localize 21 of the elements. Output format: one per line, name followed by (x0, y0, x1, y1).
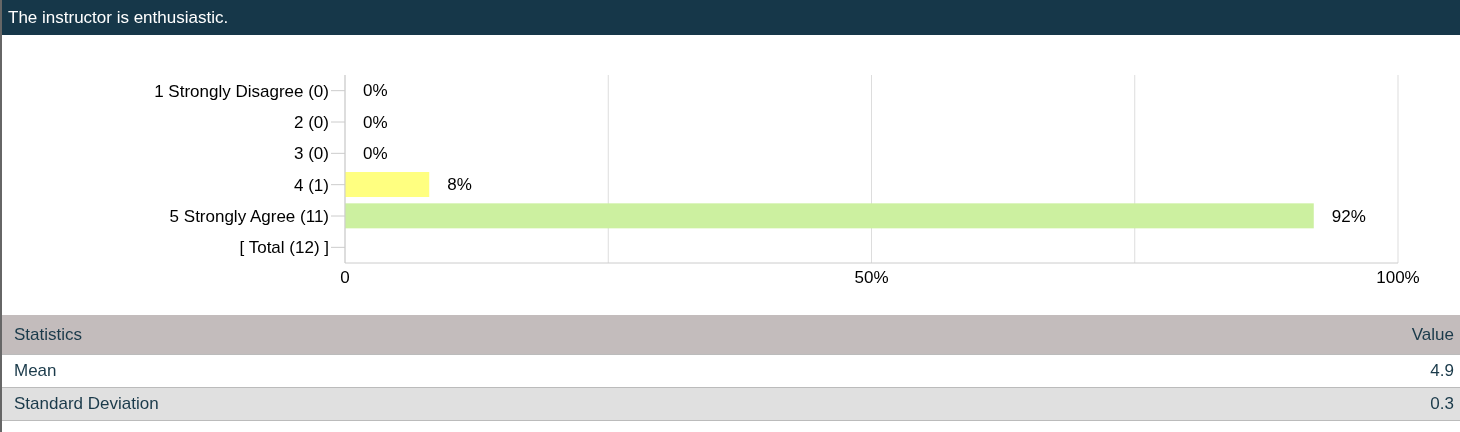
x-tick-label: 50% (854, 268, 889, 288)
text: Mean (14, 361, 57, 381)
x-tick-label: 0 (340, 268, 350, 288)
text: Statistics (14, 324, 83, 345)
data-label: 0% (363, 112, 388, 132)
y-tick-label: 1 Strongly Disagree (0) (154, 81, 329, 101)
text: 4.9 (1430, 361, 1454, 381)
x-tick-label: 100% (1376, 268, 1420, 288)
data-label: 8% (447, 175, 472, 195)
text: Value (1411, 324, 1454, 345)
y-tick-label: 3 (0) (294, 144, 329, 164)
y-tick-label: [ Total (12) ] (239, 238, 329, 258)
text: 0.3 (1430, 394, 1454, 414)
text: Standard Deviation (14, 394, 159, 414)
data-label: 92% (1331, 206, 1366, 226)
y-tick-label: 4 (1) (294, 175, 329, 195)
data-label: 0% (363, 81, 388, 101)
data-label: 0% (363, 144, 388, 164)
text: The instructor is enthusiastic. (2, 0, 1460, 35)
y-tick-label: 2 (0) (294, 113, 329, 133)
y-tick-label: 5 Strongly Agree (11) (169, 207, 329, 227)
